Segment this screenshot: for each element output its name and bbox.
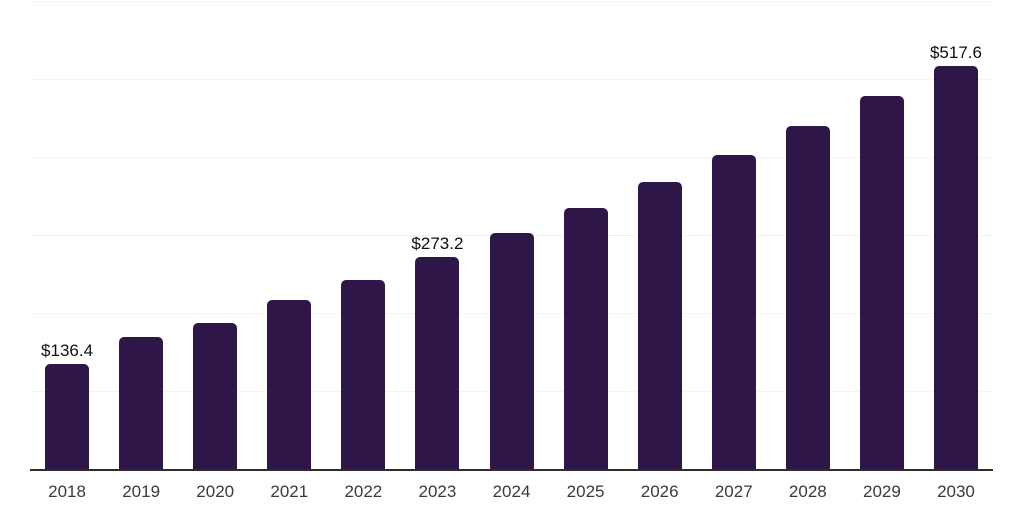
bar-2021 [267, 299, 312, 470]
x-tick-label-2026: 2026 [640, 482, 679, 501]
bar-2018 [45, 363, 90, 470]
bar-column-2020 [178, 0, 252, 470]
bar-column-2028 [771, 0, 845, 470]
gridline-600 [30, 0, 993, 2]
bar-2030 [933, 65, 978, 470]
bar-column-2029 [845, 0, 919, 470]
bar-2025 [563, 207, 608, 470]
bar-column-2022 [326, 0, 400, 470]
x-tick-label-2030: 2030 [937, 482, 975, 501]
x-axis-line [30, 469, 993, 471]
bar-2019 [119, 336, 164, 470]
bar-column-2019 [104, 0, 178, 470]
bar-column-2030: $517.6 [919, 0, 993, 470]
bar-column-2021 [252, 0, 326, 470]
bar-column-2027 [697, 0, 771, 470]
bar-2027 [711, 154, 756, 470]
bar-column-2026 [623, 0, 697, 470]
x-tick-label-2028: 2028 [788, 482, 827, 501]
plot-area: $136.4 $273.2 $517.6 [30, 0, 993, 471]
x-tick-label-2027: 2027 [714, 482, 753, 501]
bar-2029 [859, 95, 904, 470]
x-tick-label-2019: 2019 [122, 482, 161, 501]
bar-2020 [193, 323, 238, 470]
bar-value-label-2023: $273.2 [411, 233, 464, 253]
x-axis-tick-labels: 2018 2019 2020 2021 2022 2023 2024 2025 2026 2027… [30, 482, 993, 502]
x-tick-label-2022: 2022 [344, 482, 383, 501]
bar-column-2025 [549, 0, 623, 470]
x-tick-label-2025: 2025 [566, 482, 605, 501]
bar-column-2018: $136.4 [30, 0, 104, 470]
bar-2028 [785, 125, 830, 470]
bar-2023 [415, 256, 460, 470]
x-tick-label-2029: 2029 [862, 482, 901, 501]
bars-container: $136.4 $273.2 $517.6 [30, 0, 993, 470]
bar-column-2023: $273.2 [400, 0, 474, 470]
bar-column-2024 [474, 0, 548, 470]
bar-value-label-2030: $517.6 [929, 42, 982, 62]
bar-2022 [341, 279, 386, 470]
x-tick-label-2023: 2023 [418, 482, 457, 501]
bar-2026 [637, 181, 682, 470]
x-tick-label-2020: 2020 [196, 482, 235, 501]
bar-2024 [489, 232, 534, 470]
bar-value-label-2018: $136.4 [41, 340, 94, 360]
x-tick-label-2024: 2024 [492, 482, 531, 501]
gridline-500 [30, 78, 993, 80]
x-tick-label-2021: 2021 [270, 482, 309, 501]
x-tick-label-2018: 2018 [48, 482, 86, 501]
gridline-400 [30, 156, 993, 158]
